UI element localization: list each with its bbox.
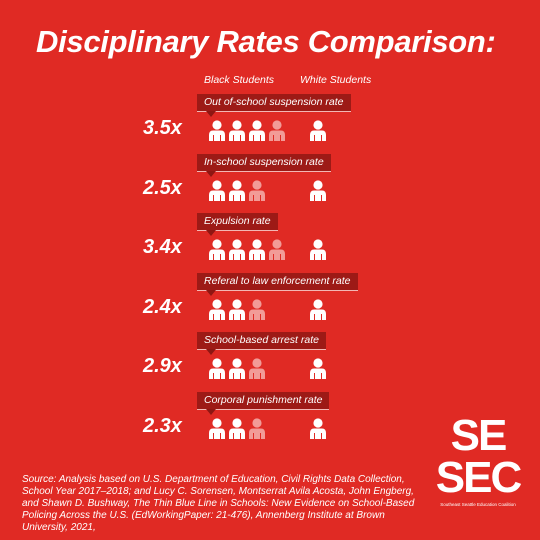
person-icon bbox=[209, 239, 225, 260]
row-label: In-school suspension rate bbox=[197, 153, 331, 177]
person-icon bbox=[229, 179, 245, 201]
chart-row: Expulsion rate 3.4x bbox=[0, 209, 540, 267]
white-students-icons bbox=[310, 358, 326, 379]
row-label: Out of-school suspension rate bbox=[197, 94, 351, 117]
person-icon bbox=[209, 120, 225, 141]
source-citation: Source: Analysis based on U.S. Departmen… bbox=[22, 474, 415, 533]
chart-row: School-based arrest rate 2.9x bbox=[0, 328, 540, 386]
person-icon bbox=[209, 417, 225, 439]
person-icon bbox=[310, 179, 326, 201]
svg-text:SEC: SEC bbox=[436, 453, 522, 494]
row-label: Corporal punishment rate bbox=[197, 391, 330, 415]
ratio-label: 2.5x bbox=[143, 176, 182, 199]
person-icon bbox=[310, 417, 326, 439]
row-label: Expulsion rate bbox=[197, 213, 278, 236]
white-students-icons bbox=[310, 120, 326, 141]
ratio-label: 2.4x bbox=[143, 295, 182, 318]
white-students-icons bbox=[310, 417, 326, 439]
person-icon bbox=[229, 417, 245, 439]
ratio-label: 3.5x bbox=[143, 117, 182, 139]
chart-row: Out of-school suspension rate 3.5x bbox=[0, 90, 540, 148]
white-students-icons bbox=[310, 239, 326, 260]
legend-white-students: White Students bbox=[300, 74, 372, 86]
person-icon bbox=[229, 120, 245, 141]
legend-black-students: Black Students bbox=[204, 74, 275, 86]
person-icon bbox=[249, 239, 265, 260]
ratio-label: 2.9x bbox=[143, 355, 182, 377]
person-icon bbox=[229, 239, 245, 260]
logo-subtitle: Southeast Seattle Education Coalition bbox=[440, 502, 516, 507]
person-icon-partial bbox=[269, 120, 285, 141]
black-students-icons bbox=[209, 120, 285, 141]
svg-text:SE: SE bbox=[451, 412, 506, 460]
black-students-icons bbox=[209, 358, 265, 379]
chart-row: Corporal punishment rate 2.3x bbox=[0, 388, 540, 446]
person-icon-partial bbox=[249, 298, 265, 320]
person-icon bbox=[310, 298, 326, 320]
person-icon bbox=[229, 358, 245, 379]
ratio-label: 3.4x bbox=[143, 236, 182, 258]
white-students-icons bbox=[310, 298, 326, 320]
person-icon bbox=[209, 298, 225, 320]
white-students-icons bbox=[310, 179, 326, 201]
person-icon bbox=[310, 358, 326, 379]
ratio-label: 2.3x bbox=[143, 414, 182, 437]
black-students-icons bbox=[209, 417, 265, 439]
black-students-icons bbox=[209, 239, 285, 260]
black-students-icons bbox=[209, 179, 265, 201]
row-label: School-based arrest rate bbox=[197, 332, 326, 355]
person-icon bbox=[310, 120, 326, 141]
person-icon bbox=[249, 120, 265, 141]
row-label: Referal to law enforcement rate bbox=[197, 272, 358, 296]
person-icon bbox=[310, 239, 326, 260]
sesec-logo: SE SEC Southeast Seattle Education Coali… bbox=[432, 411, 524, 507]
person-icon bbox=[209, 179, 225, 201]
person-icon-partial bbox=[249, 358, 265, 379]
person-icon-partial bbox=[249, 179, 265, 201]
person-icon bbox=[229, 298, 245, 320]
person-icon-partial bbox=[269, 239, 285, 260]
person-icon bbox=[209, 358, 225, 379]
chart-row: In-school suspension rate 2.5x bbox=[0, 150, 540, 208]
page-title: Disciplinary Rates Comparison: bbox=[36, 24, 496, 59]
sesec-logo-mark: SE SEC bbox=[436, 411, 524, 502]
person-icon-partial bbox=[249, 417, 265, 439]
black-students-icons bbox=[209, 298, 265, 320]
chart-row: Referal to law enforcement rate 2.4x bbox=[0, 269, 540, 327]
